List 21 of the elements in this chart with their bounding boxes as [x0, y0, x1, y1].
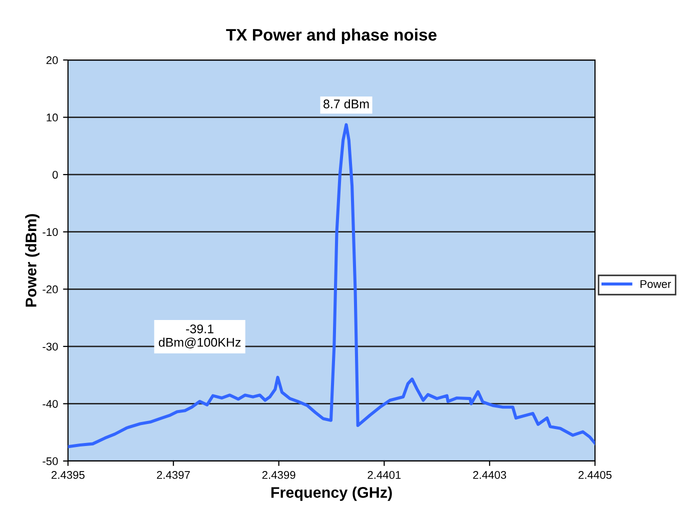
y-tick-label: -50: [42, 457, 58, 466]
y-tick-label: -30: [42, 342, 58, 351]
x-axis-title: Frequency (GHz): [271, 486, 392, 501]
y-tick-label: 20: [46, 56, 58, 64]
line-series: [68, 123, 595, 448]
y-tick-label: 10: [46, 114, 58, 122]
x-tick-label: 2.4405: [578, 471, 612, 479]
y-tick-label: -10: [42, 228, 58, 236]
legend-label: Power: [640, 280, 671, 288]
x-tick-label: 2.4397: [156, 471, 190, 479]
x-tick-label: 2.4399: [262, 471, 296, 479]
y-tick-label: -20: [42, 285, 58, 294]
y-tick-label: 0: [52, 170, 58, 179]
annotation: 8.7 dBm: [324, 99, 369, 108]
chart-title: TX Power and phase noise: [226, 28, 437, 44]
x-tick-label: 2.4395: [52, 471, 85, 479]
x-tick-label: 2.4401: [368, 471, 401, 479]
y-axis-title: Power (dBm): [25, 214, 40, 307]
annotation: -39.1 dBm@100KHz: [158, 324, 241, 348]
x-tick-label: 2.4403: [473, 471, 506, 479]
y-tick-label: -40: [42, 400, 58, 408]
